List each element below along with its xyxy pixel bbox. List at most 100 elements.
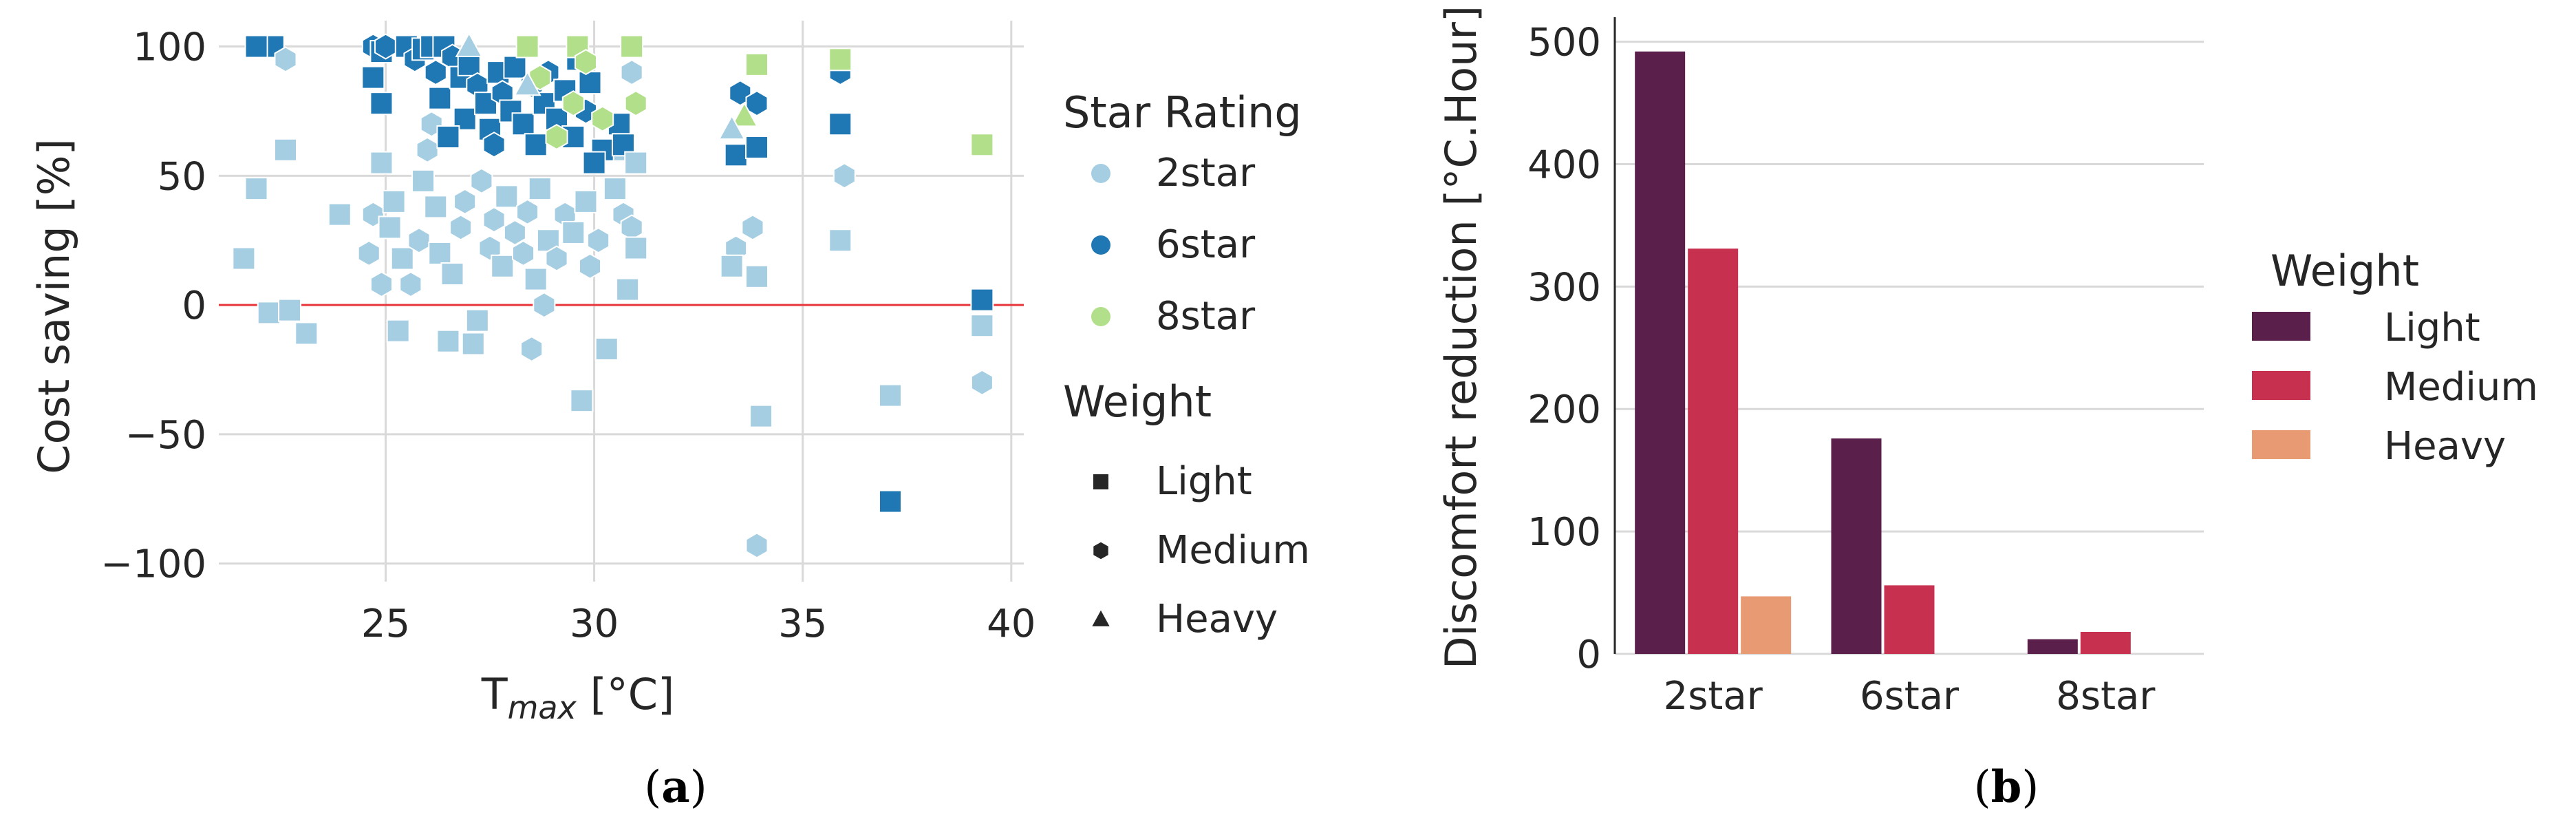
- bar-legend-title: Weight: [2271, 246, 2419, 296]
- legend-label-6star: 6star: [1156, 222, 1256, 267]
- scatter-point: [232, 246, 256, 271]
- panel-label-b: (b): [1974, 761, 2039, 813]
- scatter-point: [382, 189, 406, 213]
- scatter-point: [570, 389, 594, 413]
- scatter-point: [545, 123, 568, 151]
- scatter-point: [745, 136, 769, 160]
- panel-label-b-letter: b: [1991, 761, 2022, 813]
- scatter-point: [294, 321, 319, 346]
- scatter-point: [545, 245, 568, 272]
- scatter-point: [512, 240, 535, 267]
- scatter-point: [524, 267, 548, 291]
- legend-marker-8star: [1091, 307, 1110, 326]
- scatter-point: [369, 92, 394, 116]
- scatter-y-tick-label: 100: [133, 25, 206, 70]
- scatter-point: [578, 71, 602, 95]
- scatter-point: [720, 254, 744, 278]
- scatter-point: [624, 236, 648, 260]
- scatter-chart: 25 30 35 40 100 50 0 −50 −100 Tmax [°C] Cost sa…: [29, 21, 1035, 726]
- legend-label-heavy: Heavy: [1156, 597, 1278, 642]
- scatter-point: [745, 532, 769, 559]
- scatter-point: [575, 49, 597, 76]
- bar-y-tick-label: 500: [1527, 21, 1601, 65]
- scatter-point: [411, 169, 436, 193]
- bar-y-ticks: 0 100 200 300 400 500: [1527, 21, 1601, 677]
- scatter-point: [478, 235, 502, 262]
- scatter-point: [582, 151, 606, 175]
- panel-label-a: (a): [644, 761, 707, 813]
- scatter-point: [533, 292, 556, 319]
- scatter-y-ticks: 100 50 0 −50 −100: [100, 25, 206, 587]
- scatter-point: [482, 131, 506, 158]
- scatter-point: [879, 383, 903, 407]
- scatter-point: [828, 112, 852, 136]
- bar-y-tick-label: 0: [1576, 633, 1601, 677]
- bar-2star-heavy: [1741, 596, 1792, 654]
- legend-marker-medium: [1093, 542, 1108, 560]
- scatter-point: [520, 335, 544, 363]
- bar-2star-medium: [1688, 248, 1739, 655]
- bar-y-axis-label: Discomfort reduction [°C.Hour]: [1436, 6, 1486, 669]
- scatter-point: [278, 298, 302, 322]
- panel-label-a-letter: a: [661, 761, 689, 813]
- scatter-point: [616, 277, 640, 301]
- scatter-point: [724, 143, 748, 167]
- scatter-point: [357, 240, 380, 267]
- scatter-point: [374, 33, 397, 60]
- scatter-point: [378, 215, 402, 240]
- legend-label-light: Light: [1156, 459, 1252, 504]
- scatter-y-tick-label: 50: [158, 154, 206, 199]
- scatter-point: [970, 314, 994, 338]
- bar-legend-label-heavy: Heavy: [2384, 424, 2506, 469]
- scatter-point: [718, 114, 746, 140]
- scatter-point: [745, 52, 769, 76]
- scatter-point: [749, 404, 773, 428]
- scatter-point: [730, 101, 758, 127]
- scatter-point: [386, 319, 410, 343]
- scatter-point: [361, 65, 385, 89]
- scatter-y-axis-label: Cost saving [%]: [29, 138, 79, 474]
- bar-y-tick-label: 200: [1527, 388, 1601, 432]
- legend-label-medium: Medium: [1156, 528, 1310, 573]
- scatter-point: [274, 46, 297, 73]
- scatter-point: [369, 151, 394, 175]
- scatter-point: [745, 90, 769, 117]
- scatter-point: [745, 264, 769, 288]
- scatter-point: [624, 151, 648, 175]
- scatter-point: [440, 262, 464, 286]
- scatter-points: [232, 32, 994, 559]
- scatter-point: [328, 202, 352, 226]
- legend-marker-2star: [1091, 164, 1110, 183]
- scatter-point: [561, 90, 585, 117]
- bar-legend-swatch-medium: [2252, 371, 2310, 400]
- scatter-point: [491, 254, 515, 278]
- legend-title-weight: Weight: [1063, 377, 1212, 427]
- scatter-point: [574, 189, 598, 213]
- legend-title-star-rating: Star Rating: [1063, 87, 1302, 138]
- legend-marker-6star: [1091, 235, 1110, 255]
- scatter-point: [455, 32, 483, 57]
- bar-x-tick-label: 6star: [1860, 674, 1960, 719]
- scatter-point: [503, 219, 526, 246]
- scatter-point: [453, 188, 477, 215]
- scatter-point: [457, 52, 481, 76]
- scatter-y-tick-label: 0: [182, 284, 206, 328]
- scatter-point: [620, 214, 643, 241]
- scatter-point: [620, 34, 644, 59]
- scatter-point: [399, 271, 422, 298]
- scatter-point: [828, 47, 852, 72]
- bar-legend-label-medium: Medium: [2384, 365, 2538, 410]
- scatter-point: [407, 227, 431, 254]
- scatter-point: [579, 253, 602, 279]
- bar-legend-swatch-heavy: [2252, 430, 2310, 459]
- scatter-point: [594, 337, 619, 361]
- bar-legend: Weight Light Medium Heavy: [2252, 246, 2538, 469]
- bar-legend-swatch-light: [2252, 312, 2310, 341]
- bar-8star-light: [2027, 639, 2078, 654]
- scatter-point: [369, 271, 393, 298]
- scatter-x-tick-label: 25: [361, 602, 410, 646]
- scatter-point: [428, 86, 452, 110]
- scatter-point: [624, 90, 647, 117]
- scatter-point: [416, 136, 439, 163]
